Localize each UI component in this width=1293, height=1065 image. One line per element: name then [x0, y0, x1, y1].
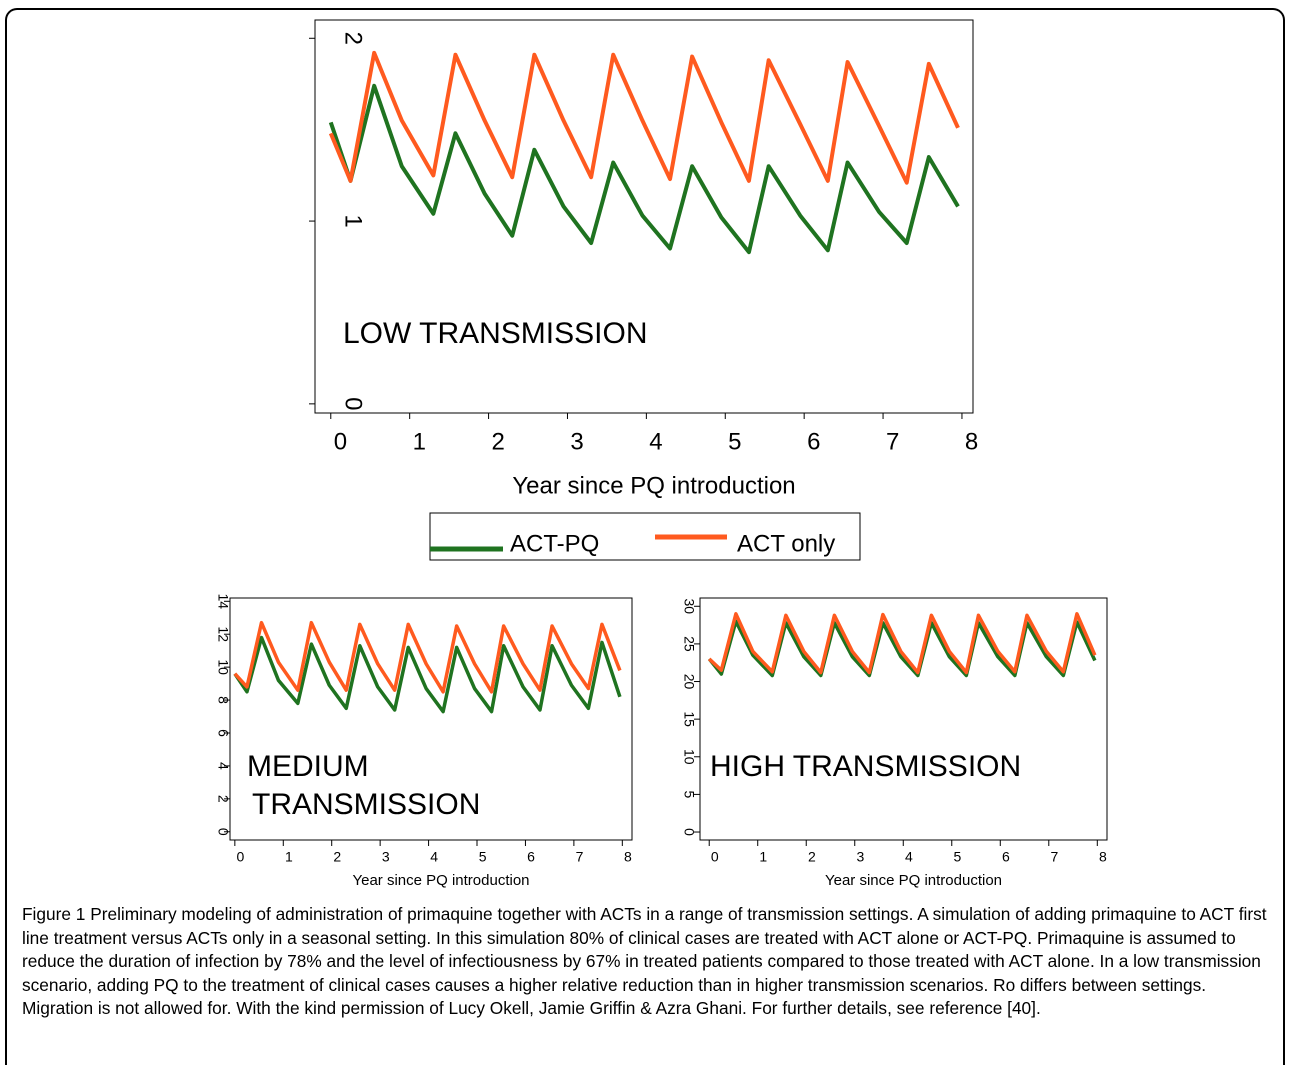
y-tick-label: 5	[681, 791, 697, 799]
series-line	[708, 612, 1097, 675]
x-tick-label: 3	[856, 849, 864, 865]
legend-label: ACT only	[737, 530, 835, 557]
x-tick-label: 0	[237, 849, 245, 865]
x-tick-label: 1	[285, 849, 293, 865]
x-tick-label: 7	[886, 428, 899, 455]
series-line	[328, 83, 960, 255]
y-tick-label: 20	[681, 674, 697, 690]
x-tick-label: 2	[333, 849, 341, 865]
x-tick-label: 8	[624, 849, 632, 865]
x-tick-label: 3	[570, 428, 583, 455]
x-tick-label: 2	[808, 849, 816, 865]
x-tick-label: 5	[479, 849, 487, 865]
x-tick-label: 6	[807, 428, 820, 455]
x-tick-label: 4	[649, 428, 662, 455]
series-line	[233, 635, 622, 714]
y-tick-label: 30	[681, 598, 697, 614]
x-tick-label: 7	[576, 849, 584, 865]
plot-frame	[229, 597, 633, 841]
annotation: LOW TRANSMISSION	[343, 317, 647, 350]
plot-frame	[314, 19, 974, 414]
y-tick-label: 14	[215, 594, 231, 610]
x-tick-label: 4	[905, 849, 913, 865]
x-tick-label: 0	[334, 428, 347, 455]
legend-box	[429, 512, 861, 561]
x-tick-label: 1	[413, 428, 426, 455]
x-tick-label: 8	[1099, 849, 1107, 865]
series-line	[233, 620, 622, 694]
y-tick-label: 1	[340, 214, 367, 227]
plot-frame	[699, 597, 1108, 841]
y-tick-label: 2	[340, 32, 367, 45]
y-tick-label: 0	[215, 828, 231, 836]
frame	[5, 8, 1285, 1065]
x-tick-label: 3	[382, 849, 390, 865]
x-axis-label: Year since PQ introduction	[352, 872, 529, 889]
x-tick-label: 5	[728, 428, 741, 455]
y-tick-label: 0	[340, 397, 367, 410]
x-tick-label: 5	[953, 849, 961, 865]
y-tick-label: 4	[215, 762, 231, 770]
x-tick-label: 2	[491, 428, 504, 455]
y-tick-label: 10	[215, 659, 231, 675]
y-tick-label: 10	[681, 749, 697, 765]
x-tick-label: 4	[430, 849, 438, 865]
series-line	[328, 50, 960, 185]
x-axis-label: Year since PQ introduction	[512, 472, 795, 499]
x-tick-label: 8	[965, 428, 978, 455]
y-tick-label: 12	[215, 626, 231, 642]
y-tick-label: 25	[681, 636, 697, 652]
annotation: TRANSMISSION	[252, 788, 480, 821]
x-tick-label: 6	[527, 849, 535, 865]
x-tick-label: 0	[711, 849, 719, 865]
annotation: MEDIUM	[247, 750, 369, 783]
caption: Figure 1 Preliminary modeling of adminis…	[22, 904, 1267, 1019]
annotation: HIGH TRANSMISSION	[710, 750, 1021, 783]
legend-label: ACT-PQ	[510, 530, 599, 557]
y-tick-label: 8	[215, 696, 231, 704]
x-tick-label: 1	[759, 849, 767, 865]
y-tick-label: 2	[215, 795, 231, 803]
x-tick-label: 6	[1002, 849, 1010, 865]
y-tick-label: 6	[215, 729, 231, 737]
y-tick-label: 0	[681, 828, 697, 836]
x-axis-label: Year since PQ introduction	[825, 872, 1002, 889]
y-tick-label: 15	[681, 711, 697, 727]
x-tick-label: 7	[1050, 849, 1058, 865]
